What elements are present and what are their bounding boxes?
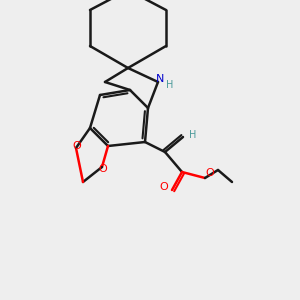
Text: O: O [99,164,107,174]
Text: O: O [160,182,168,192]
Text: O: O [73,141,81,151]
Text: H: H [166,80,174,90]
Text: H: H [189,130,197,140]
Text: N: N [156,74,164,84]
Text: O: O [206,168,214,178]
